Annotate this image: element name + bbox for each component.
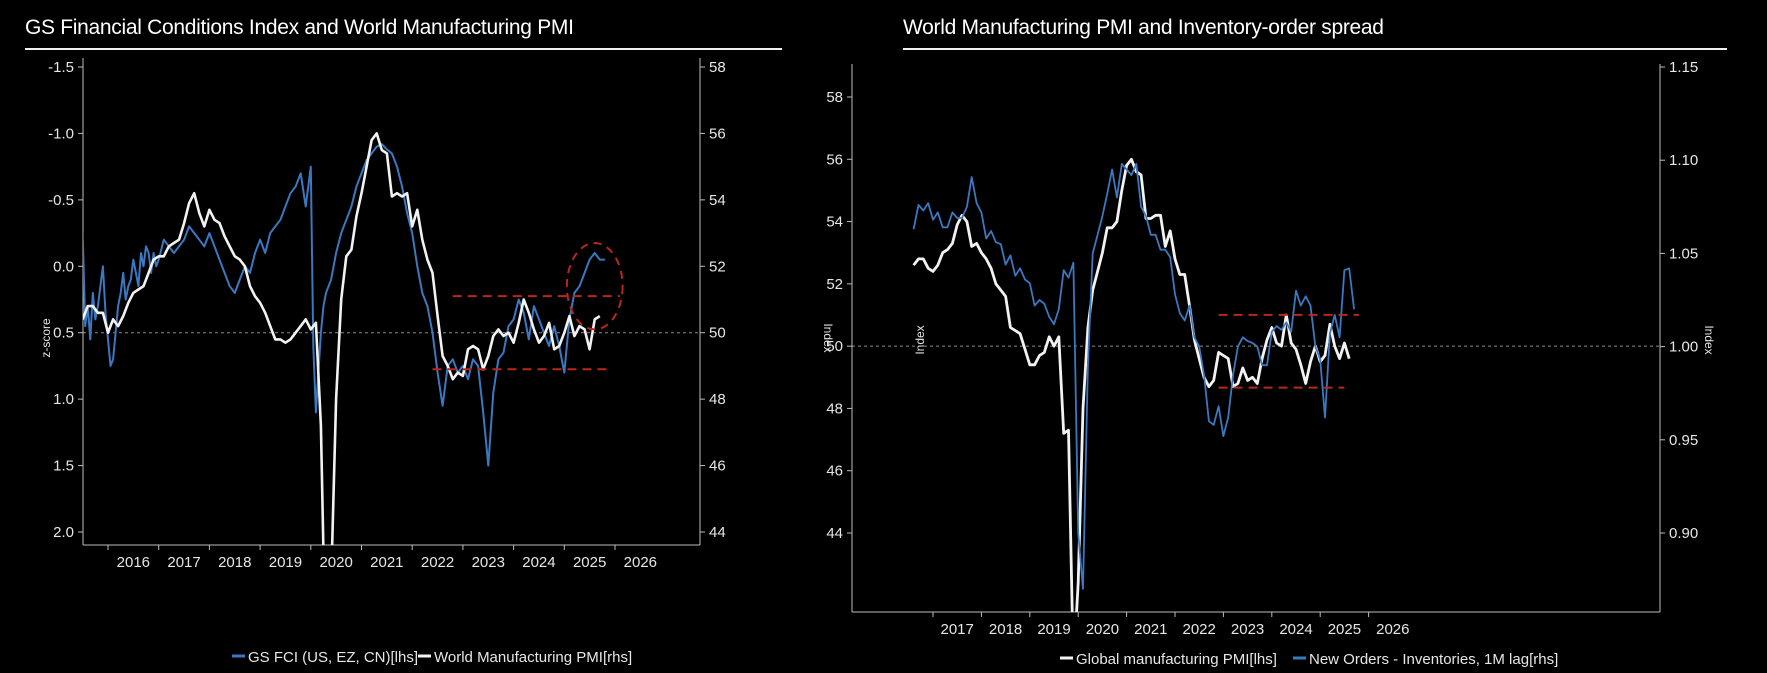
y-right-tick-label: 56 xyxy=(709,125,726,142)
left-chart-legend: GS FCI (US, EZ, CN)[lhs] World Manufactu… xyxy=(232,649,632,666)
y-right-tick-label: 52 xyxy=(709,258,726,275)
legend-label-no-inv: New Orders - Inventories, 1M lag[rhs] xyxy=(1309,651,1558,668)
y-left-tick-label: 1.5 xyxy=(53,458,74,475)
right-chart-y-right-title: Index xyxy=(1702,325,1716,354)
x-tick-label: 2024 xyxy=(1279,621,1312,638)
y-left-tick-label: 1.0 xyxy=(53,391,74,408)
y-right-tick-label: 50 xyxy=(709,325,726,342)
x-tick-label: 2019 xyxy=(269,554,302,571)
y-right-tick-label: 54 xyxy=(709,192,726,209)
legend-label-global-pmi: Global manufacturing PMI[lhs] xyxy=(1076,651,1277,668)
y-right-tick-label: 1.05 xyxy=(1669,245,1698,262)
y-right-tick-label: 1.15 xyxy=(1669,59,1698,76)
y-left-tick-label: 52 xyxy=(826,276,843,293)
highlight-ellipse xyxy=(565,242,624,331)
y-left-tick-label: -0.5 xyxy=(48,192,74,209)
y-right-tick-label: 1.10 xyxy=(1669,152,1698,169)
y-right-tick-label: 1.00 xyxy=(1669,339,1698,356)
x-tick-label: 2019 xyxy=(1037,621,1070,638)
x-tick-label: 2018 xyxy=(989,621,1022,638)
y-left-tick-label: 46 xyxy=(826,463,843,480)
y-right-tick-label: 44 xyxy=(709,524,726,541)
x-tick-label: 2017 xyxy=(941,621,974,638)
x-tick-label: 2020 xyxy=(319,554,352,571)
right-chart-y-left-title: Index xyxy=(913,325,927,354)
left-chart-y-right-title: Index xyxy=(821,323,835,352)
x-tick-label: 2022 xyxy=(1183,621,1216,638)
y-left-tick-label: 0.5 xyxy=(53,325,74,342)
series-line-white xyxy=(912,157,1351,612)
left-title-rule xyxy=(25,48,782,50)
x-tick-label: 2017 xyxy=(167,554,200,571)
y-left-tick-label: 50 xyxy=(826,338,843,355)
series-line-white xyxy=(83,132,601,545)
x-tick-label: 2021 xyxy=(1134,621,1167,638)
y-left-tick-label: 56 xyxy=(826,151,843,168)
legend-label-pmi: World Manufacturing PMI[rhs] xyxy=(434,649,632,666)
left-chart-title: GS Financial Conditions Index and World … xyxy=(25,16,574,39)
x-tick-label: 2026 xyxy=(624,554,657,571)
y-left-tick-label: -1.0 xyxy=(48,125,74,142)
x-tick-label: 2018 xyxy=(218,554,251,571)
y-left-tick-label: 48 xyxy=(826,400,843,417)
y-left-tick-label: 44 xyxy=(826,525,843,542)
x-tick-label: 2023 xyxy=(472,554,505,571)
x-tick-label: 2026 xyxy=(1376,621,1409,638)
x-tick-label: 2020 xyxy=(1086,621,1119,638)
x-tick-label: 2016 xyxy=(117,554,150,571)
right-chart: 58 56 54 52 50 48 46 44 1.15 1.10 1.05 1.00 0.95 0.90… xyxy=(826,59,1716,668)
x-tick-label: 2022 xyxy=(421,554,454,571)
legend-label-fci: GS FCI (US, EZ, CN)[lhs] xyxy=(248,649,418,666)
right-chart-legend: Global manufacturing PMI[lhs] New Orders… xyxy=(1060,651,1558,668)
left-chart: -1.5 -1.0 -0.5 0.0 0.5 1.0 1.5 2.0 58 56 54 52 50 48 4… xyxy=(39,58,835,666)
x-tick-label: 2025 xyxy=(1328,621,1361,638)
x-tick-label: 2025 xyxy=(573,554,606,571)
right-chart-title: World Manufacturing PMI and Inventory-or… xyxy=(903,16,1384,39)
y-left-tick-label: 54 xyxy=(826,214,843,231)
x-tick-label: 2024 xyxy=(522,554,555,571)
x-tick-label: 2021 xyxy=(370,554,403,571)
y-right-tick-label: 58 xyxy=(709,59,726,76)
y-left-tick-label: -1.5 xyxy=(48,59,74,76)
y-right-tick-label: 46 xyxy=(709,458,726,475)
y-right-tick-label: 48 xyxy=(709,391,726,408)
y-left-tick-label: 0.0 xyxy=(53,258,74,275)
x-tick-label: 2023 xyxy=(1231,621,1264,638)
series-line-blue xyxy=(912,162,1355,590)
y-right-tick-label: 0.90 xyxy=(1669,525,1698,542)
y-left-tick-label: 58 xyxy=(826,89,843,106)
y-right-tick-label: 0.95 xyxy=(1669,432,1698,449)
y-left-tick-label: 2.0 xyxy=(53,524,74,541)
left-chart-y-left-title: z-score xyxy=(39,318,53,358)
right-title-rule xyxy=(903,48,1727,50)
